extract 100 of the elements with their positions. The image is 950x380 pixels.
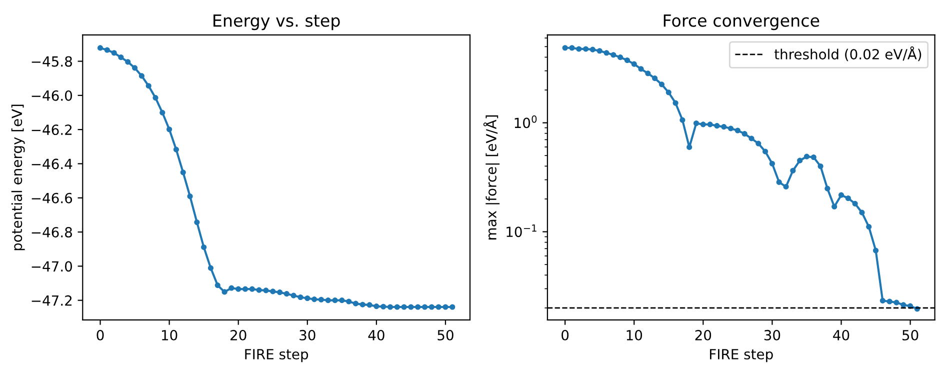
point [645, 70, 651, 76]
point [610, 52, 616, 58]
point [228, 285, 234, 291]
point [436, 304, 442, 310]
point [700, 122, 706, 128]
point [415, 304, 421, 310]
point [562, 45, 568, 51]
point [624, 57, 630, 64]
x-tick-label: 40 [368, 330, 384, 340]
point [325, 298, 331, 304]
point [866, 224, 872, 230]
point [618, 54, 624, 60]
point [832, 204, 838, 210]
point [604, 50, 610, 56]
point [374, 304, 380, 310]
y-axis-title: max |force| [eV/Å] [483, 115, 500, 240]
point [408, 304, 414, 310]
point [693, 120, 700, 126]
point [880, 298, 886, 304]
point [838, 192, 844, 198]
point [166, 126, 172, 132]
point [387, 304, 394, 310]
point [284, 291, 290, 297]
point [686, 144, 692, 150]
y-tick-label: −46.4 [32, 158, 72, 170]
point [631, 61, 637, 67]
point [263, 288, 269, 294]
point [339, 298, 345, 304]
point [583, 46, 589, 52]
point [256, 287, 262, 293]
x-tick-label: 30 [764, 330, 780, 340]
point [304, 295, 310, 302]
point [180, 170, 186, 176]
point [756, 140, 762, 146]
x-tick-label: 0 [96, 330, 104, 340]
point [290, 292, 296, 298]
point [194, 220, 200, 226]
x-tick-label: 10 [162, 330, 178, 340]
x-tick-label: 20 [695, 330, 712, 340]
point [236, 286, 242, 292]
x-tick-label: 40 [833, 330, 850, 340]
y-tick-label: 10$^{0}$ [514, 115, 537, 128]
point [366, 302, 372, 308]
point [845, 195, 851, 202]
point [894, 300, 900, 306]
point [173, 146, 179, 152]
point [346, 298, 352, 304]
y-tick-label: −47.2 [32, 295, 72, 306]
point [312, 296, 318, 302]
point [132, 65, 138, 71]
y-tick-label: −46.2 [32, 124, 72, 136]
x-tick-label: 10 [626, 330, 642, 340]
point [97, 45, 104, 51]
point [590, 46, 596, 52]
point [672, 100, 678, 106]
point [638, 66, 644, 72]
point [214, 282, 220, 288]
point [818, 163, 824, 170]
point [442, 304, 448, 310]
point [810, 154, 816, 160]
point [222, 289, 228, 295]
point [728, 126, 734, 132]
point [380, 304, 386, 310]
x-tick-label: 50 [438, 330, 454, 340]
point [422, 304, 428, 310]
point [790, 168, 796, 174]
point [652, 76, 658, 82]
point [852, 200, 858, 206]
point [242, 286, 248, 292]
point [125, 59, 131, 65]
point [797, 158, 803, 164]
chart-title: Energy vs. step [214, 14, 340, 30]
point [762, 148, 768, 154]
point [804, 154, 810, 160]
point [776, 179, 782, 185]
x-axis-title: FIRE step [710, 349, 773, 362]
point [734, 128, 740, 134]
point [201, 244, 207, 250]
y-tick-label: −46.6 [32, 192, 72, 204]
y-axis-title: potential energy [eV] [11, 104, 25, 250]
point [707, 122, 713, 128]
point [576, 46, 582, 52]
point [748, 136, 754, 142]
point [208, 265, 214, 271]
x-axis-title: FIRE step [245, 349, 308, 362]
point [401, 304, 407, 310]
x-tick-label: 20 [230, 330, 246, 340]
point [138, 73, 144, 79]
point [187, 194, 193, 200]
point [450, 304, 456, 310]
point [714, 123, 720, 129]
point [666, 90, 672, 96]
point [332, 298, 338, 304]
x-tick-label: 0 [562, 330, 569, 340]
point [104, 47, 110, 53]
y-tick-label: −47.0 [32, 261, 72, 272]
y-tick-label: −46.8 [32, 226, 72, 238]
point [872, 248, 879, 254]
point [160, 110, 166, 116]
point [769, 160, 775, 166]
